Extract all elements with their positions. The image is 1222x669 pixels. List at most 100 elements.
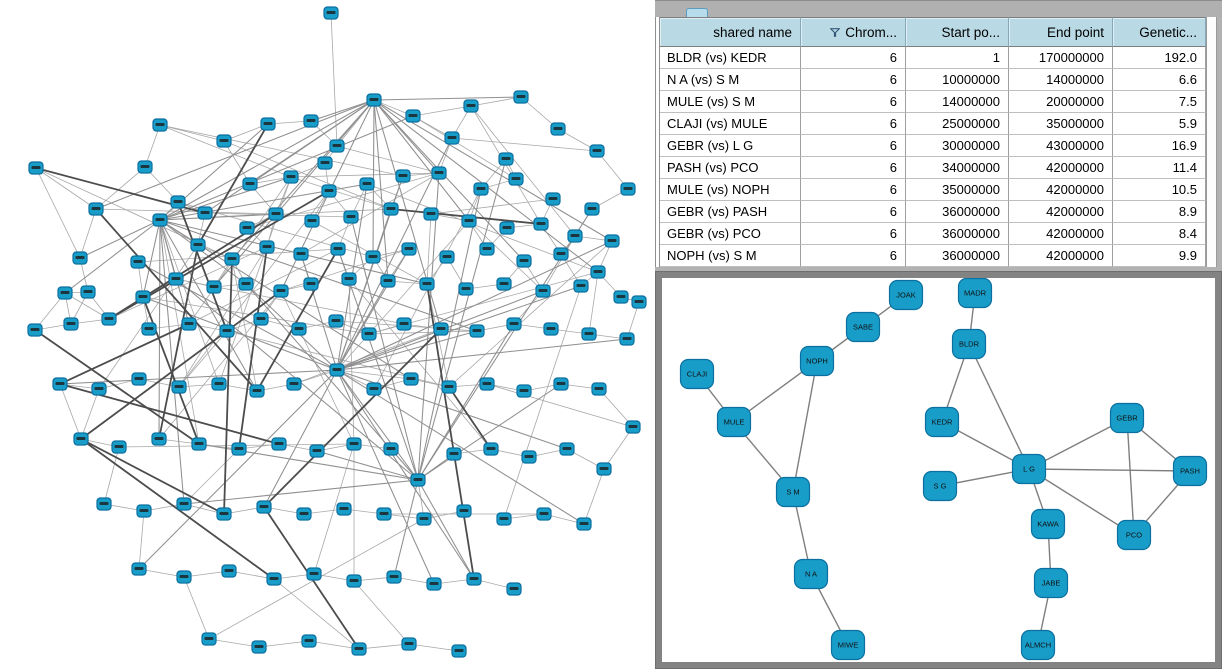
network-node[interactable] — [152, 118, 168, 132]
network-node[interactable] — [401, 242, 417, 256]
column-header-chrom[interactable]: Chrom... — [801, 17, 906, 47]
network-node[interactable] — [431, 166, 447, 180]
network-node[interactable] — [496, 277, 512, 291]
network-node[interactable] — [206, 280, 222, 294]
network-node[interactable] — [516, 254, 532, 268]
network-node[interactable] — [216, 134, 232, 148]
cell-start-po[interactable]: 25000000 — [906, 113, 1009, 135]
network-node[interactable] — [479, 242, 495, 256]
cell-start-po[interactable]: 34000000 — [906, 157, 1009, 179]
network-node[interactable] — [346, 437, 362, 451]
network-node[interactable] — [239, 221, 255, 235]
network-node[interactable] — [219, 324, 235, 338]
network-node-joak[interactable]: JOAK — [888, 279, 924, 311]
network-node[interactable] — [224, 252, 240, 266]
cell-start-po[interactable]: 1 — [906, 47, 1009, 69]
network-node[interactable] — [625, 420, 641, 434]
column-header-genetic[interactable]: Genetic... — [1113, 17, 1206, 47]
cell-shared-name[interactable]: PASH (vs) PCO — [660, 157, 801, 179]
network-node[interactable] — [466, 572, 482, 586]
cell-shared-name[interactable]: MULE (vs) S M — [660, 91, 801, 113]
cell-end-point[interactable]: 35000000 — [1009, 113, 1113, 135]
network-node[interactable] — [604, 234, 620, 248]
network-node[interactable] — [383, 442, 399, 456]
cell-shared-name[interactable]: GEBR (vs) PCO — [660, 223, 801, 245]
network-node[interactable] — [323, 6, 339, 20]
network-node[interactable] — [201, 632, 217, 646]
network-node[interactable] — [620, 182, 636, 196]
network-node[interactable] — [96, 497, 112, 511]
network-node[interactable] — [101, 312, 117, 326]
cell-genetic[interactable]: 9.9 — [1113, 245, 1206, 267]
overview-network-canvas[interactable] — [0, 0, 655, 669]
network-node[interactable] — [461, 214, 477, 228]
network-node[interactable] — [238, 277, 254, 291]
network-node[interactable] — [171, 380, 187, 394]
network-node[interactable] — [304, 214, 320, 228]
cell-shared-name[interactable]: GEBR (vs) PASH — [660, 201, 801, 223]
network-node-pash[interactable]: PASH — [1172, 455, 1208, 487]
network-node[interactable] — [553, 247, 569, 261]
cell-genetic[interactable]: 5.9 — [1113, 113, 1206, 135]
network-node[interactable] — [271, 437, 287, 451]
cell-chrom[interactable]: 6 — [801, 135, 906, 157]
cell-start-po[interactable]: 36000000 — [906, 223, 1009, 245]
table-row[interactable]: GEBR (vs) PASH 6 36000000 42000000 8.9 — [660, 201, 1206, 223]
network-node[interactable] — [329, 139, 345, 153]
network-node-mule[interactable]: MULE — [716, 406, 752, 438]
cell-chrom[interactable]: 6 — [801, 179, 906, 201]
network-node[interactable] — [619, 332, 635, 346]
cell-genetic[interactable]: 10.5 — [1113, 179, 1206, 201]
detail-network-viewport[interactable]: JOAK SABE NOPH CLAJI MULE S M N A MIWE MADR BLDR K… — [662, 277, 1215, 662]
network-node[interactable] — [283, 170, 299, 184]
network-node[interactable] — [329, 363, 345, 377]
network-node[interactable] — [567, 229, 583, 243]
network-node[interactable] — [88, 202, 104, 216]
network-node[interactable] — [444, 131, 460, 145]
network-node[interactable] — [28, 161, 44, 175]
network-node[interactable] — [380, 274, 396, 288]
network-node[interactable] — [446, 447, 462, 461]
network-node-gebr[interactable]: GEBR — [1109, 402, 1145, 434]
network-node[interactable] — [221, 564, 237, 578]
table-row[interactable]: N A (vs) S M 6 10000000 14000000 6.6 — [660, 69, 1206, 91]
network-node[interactable] — [423, 207, 439, 221]
network-node[interactable] — [131, 372, 147, 386]
network-node-n-a[interactable]: N A — [793, 558, 829, 590]
network-node[interactable] — [553, 377, 569, 391]
detail-network-canvas[interactable]: JOAK SABE NOPH CLAJI MULE S M N A MIWE MADR BLDR K… — [662, 277, 1215, 662]
network-node[interactable] — [309, 444, 325, 458]
network-node[interactable] — [80, 285, 96, 299]
table-row[interactable]: MULE (vs) S M 6 14000000 20000000 7.5 — [660, 91, 1206, 113]
network-node[interactable] — [473, 182, 489, 196]
cell-start-po[interactable]: 30000000 — [906, 135, 1009, 157]
network-node[interactable] — [57, 286, 73, 300]
network-node[interactable] — [361, 327, 377, 341]
network-node[interactable] — [613, 290, 629, 304]
network-node[interactable] — [346, 574, 362, 588]
overview-network-panel[interactable] — [0, 0, 655, 669]
network-node[interactable] — [130, 255, 146, 269]
network-node[interactable] — [439, 250, 455, 264]
network-node[interactable] — [63, 317, 79, 331]
network-node[interactable] — [293, 247, 309, 261]
network-node[interactable] — [576, 517, 592, 531]
cell-genetic[interactable]: 8.4 — [1113, 223, 1206, 245]
network-edge-gebr-pco[interactable] — [1126, 417, 1135, 536]
network-node[interactable] — [131, 562, 147, 576]
network-node[interactable] — [135, 290, 151, 304]
network-node[interactable] — [176, 570, 192, 584]
cell-end-point[interactable]: 14000000 — [1009, 69, 1113, 91]
cell-end-point[interactable]: 42000000 — [1009, 223, 1113, 245]
network-node[interactable] — [458, 282, 474, 296]
network-node[interactable] — [590, 265, 606, 279]
cell-chrom[interactable]: 6 — [801, 245, 906, 267]
network-node[interactable] — [405, 109, 421, 123]
network-node[interactable] — [543, 322, 559, 336]
network-node-l-g[interactable]: L G — [1011, 453, 1047, 485]
network-node[interactable] — [550, 122, 566, 136]
network-node[interactable] — [366, 382, 382, 396]
network-node[interactable] — [197, 206, 213, 220]
network-node[interactable] — [259, 240, 275, 254]
column-header-end-point[interactable]: End point — [1009, 17, 1113, 47]
